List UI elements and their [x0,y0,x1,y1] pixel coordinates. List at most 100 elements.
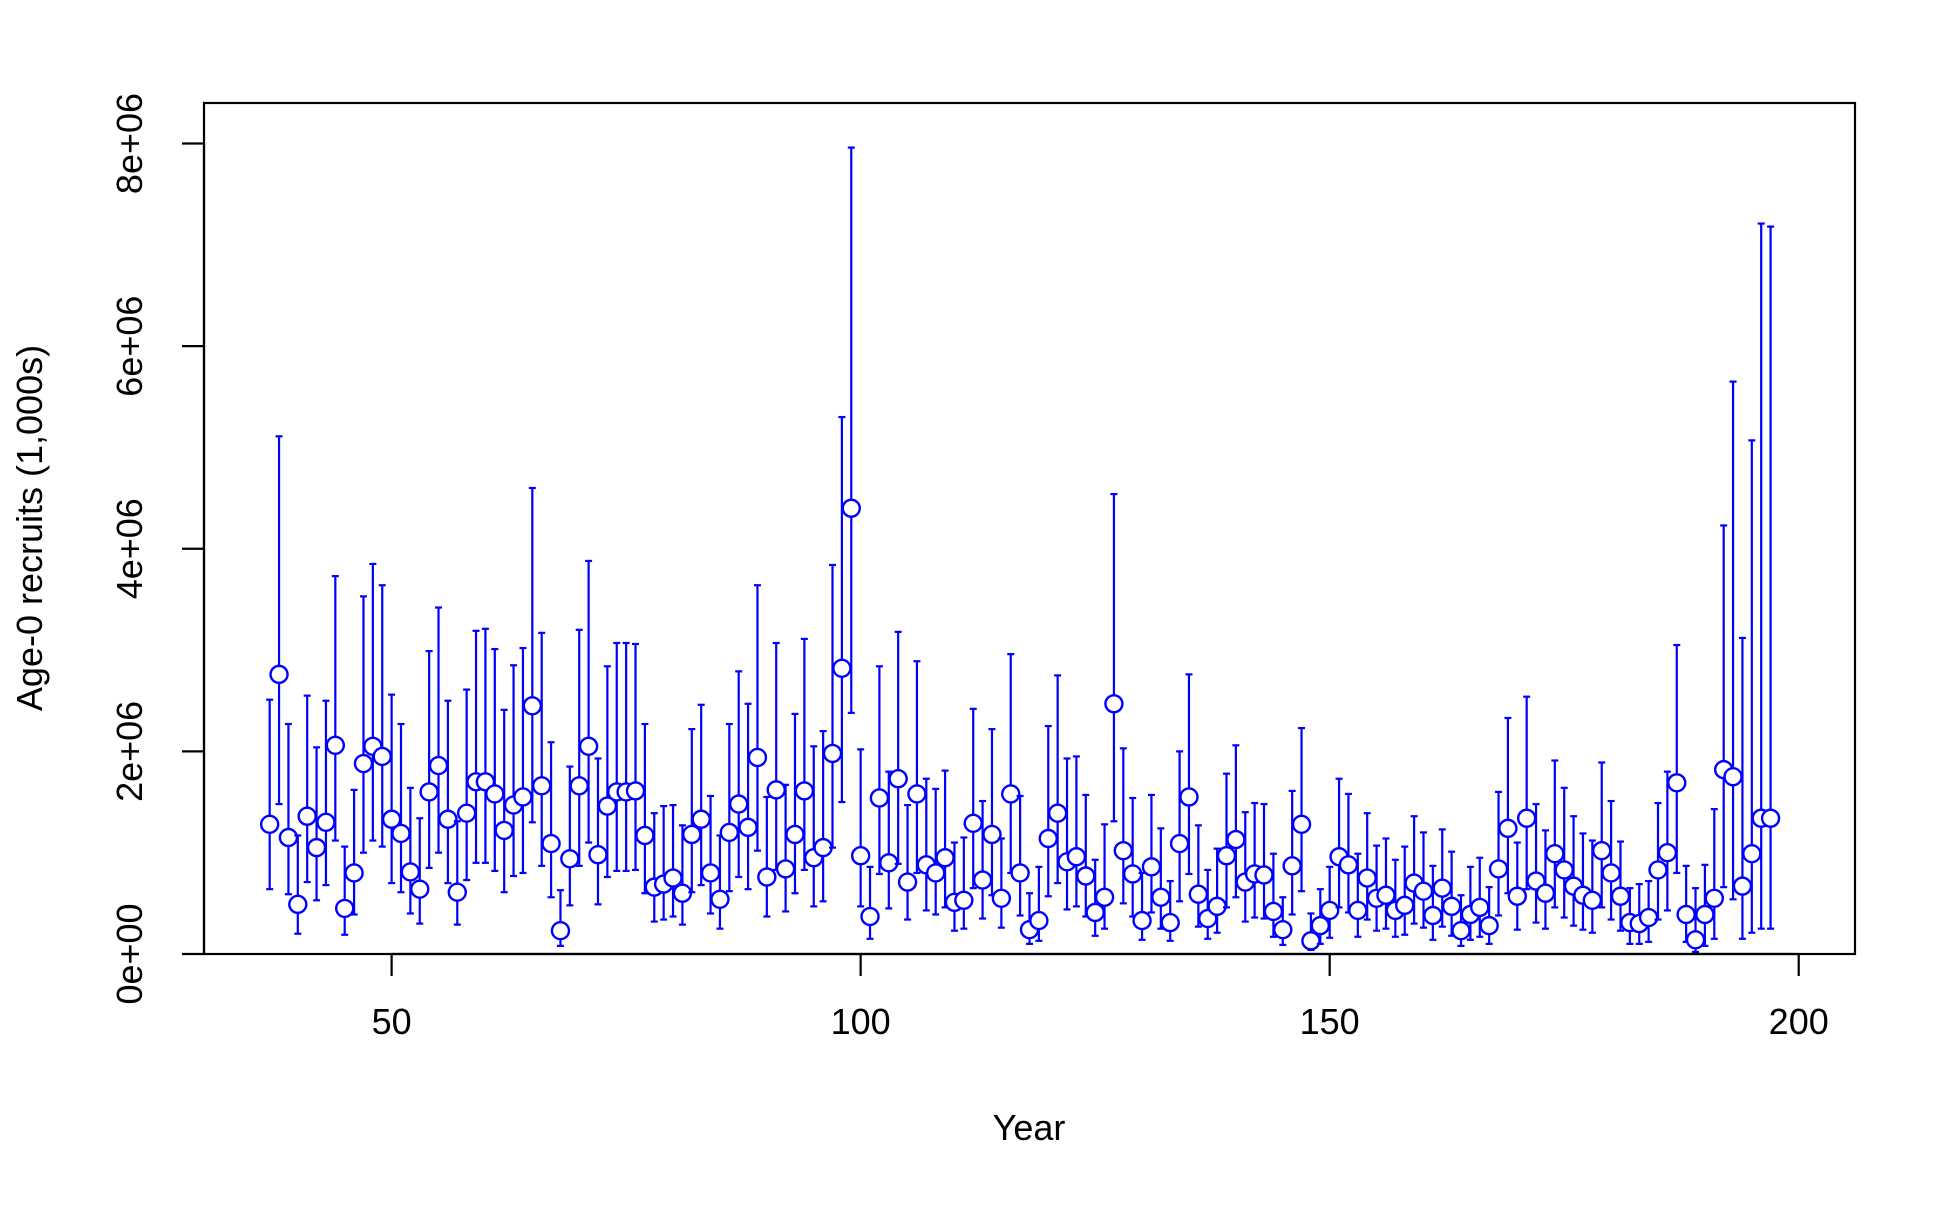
data-point [710,889,730,909]
data-point-group [1076,793,1096,918]
data-point [438,809,458,829]
data-point [1507,886,1527,906]
data-point-group [813,730,833,903]
data-point [1554,860,1574,880]
data-point [1357,868,1377,888]
data-point [1760,808,1781,828]
data-point-group [447,820,467,926]
data-point-group [1704,808,1724,940]
data-point [428,755,449,776]
x-tick-label: 200 [1769,1001,1829,1042]
data-point [297,806,317,826]
data-point-group [935,769,955,909]
data-point-group [588,757,608,906]
data-point-group [625,642,646,872]
data-point-group [850,748,871,908]
data-point-group [982,727,1002,897]
data-point [550,920,571,941]
data-point-group [1742,439,1762,934]
data-point-group [372,584,392,848]
data-point-group [522,486,543,824]
data-point [391,823,411,844]
data-point-group [1179,673,1199,876]
data-point-group [325,575,346,842]
data-point [569,776,589,796]
data-point [841,498,861,518]
data-point [1010,863,1030,883]
data-point [1432,878,1452,898]
data-point-group [1413,831,1434,929]
data-point-group [278,722,299,896]
data-point-group [1657,770,1678,912]
data-point-group [1319,865,1340,939]
data-point [1423,905,1443,926]
data-point-group [1047,674,1068,885]
data-point-group [532,631,552,867]
data-point [1254,865,1274,885]
data-point-group [353,595,374,854]
data-point-group [653,804,674,921]
data-point-group [1104,492,1124,823]
data-point-group [1291,726,1312,893]
data-point-group [1329,777,1349,909]
data-point-group [1554,786,1574,919]
data-point-group [1713,524,1734,889]
data-point [532,776,552,796]
data-point [1516,808,1537,828]
data-point [700,863,721,883]
data-point [663,868,683,888]
data-point [494,820,514,841]
data-point [719,822,740,843]
data-point [897,872,918,892]
y-tick-label: 2e+06 [109,701,150,802]
data-point [1704,888,1724,908]
data-point-group [728,670,749,879]
data-point [1151,887,1171,907]
data-point [372,746,392,767]
data-point [1592,840,1612,861]
data-point [1066,847,1087,867]
data-point [1601,863,1621,883]
data-point [1188,884,1209,904]
data-point [1582,890,1603,911]
x-axis-title: Year [993,1107,1066,1148]
data-point-group [888,630,908,865]
data-point-group [597,665,618,879]
data-point-group [832,415,852,804]
y-axis-title: Age-0 recruits (1,000s) [9,345,50,711]
data-point-group [363,562,383,842]
data-point-group [682,727,702,894]
x-tick-label: 100 [831,1001,891,1042]
data-point [1441,896,1462,917]
data-point [1413,881,1434,901]
data-point [785,824,805,845]
data-point [1038,828,1058,849]
data-point-group [635,722,655,895]
data-point-group [1132,871,1152,941]
series-layer [259,146,1781,954]
data-point [850,846,871,866]
data-point [1695,904,1715,925]
data-point [410,879,430,899]
data-point [822,743,843,764]
data-point-group [822,563,843,849]
data-point [728,794,749,814]
data-point [1732,876,1753,896]
data-point-group [672,824,693,926]
data-point-group [1273,896,1293,946]
data-point-group [757,795,777,918]
data-point [1076,866,1096,886]
data-point-group [1760,225,1781,930]
data-point-group [1592,761,1612,909]
data-point [963,813,983,834]
data-point-group [259,698,280,891]
data-point-group [1695,863,1715,947]
x-tick-label: 50 [372,1001,412,1042]
data-point-group [1516,695,1537,891]
data-point [1610,886,1631,906]
data-point-group [494,708,514,894]
data-point [316,812,336,832]
data-point [588,845,608,865]
y-tick-label: 4e+06 [109,498,150,599]
